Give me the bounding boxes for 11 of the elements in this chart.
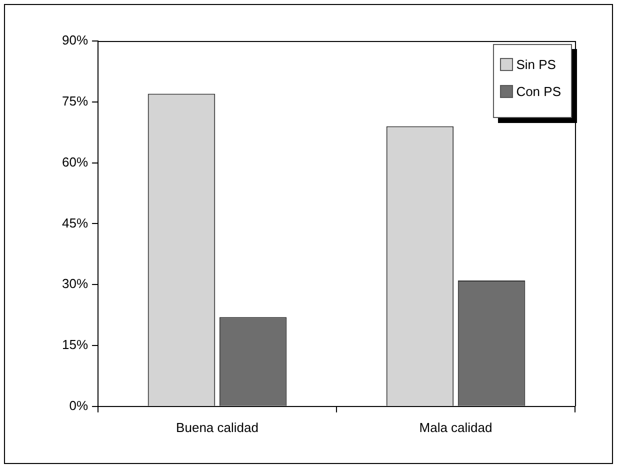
y-tick-label: 0% xyxy=(69,398,88,413)
y-tick-label: 45% xyxy=(62,215,88,230)
y-tick-label: 75% xyxy=(62,93,88,108)
y-tick-label: 15% xyxy=(62,337,88,352)
y-tick-label: 60% xyxy=(62,154,88,170)
x-tick-label: Mala calidad xyxy=(419,420,492,435)
y-tick-label: 90% xyxy=(62,32,88,48)
y-tick-label: 30% xyxy=(62,276,88,292)
x-tick-label: Buena calidad xyxy=(176,420,258,435)
legend-label: Con PS xyxy=(516,84,561,99)
legend-label: Sin PS xyxy=(516,57,556,72)
